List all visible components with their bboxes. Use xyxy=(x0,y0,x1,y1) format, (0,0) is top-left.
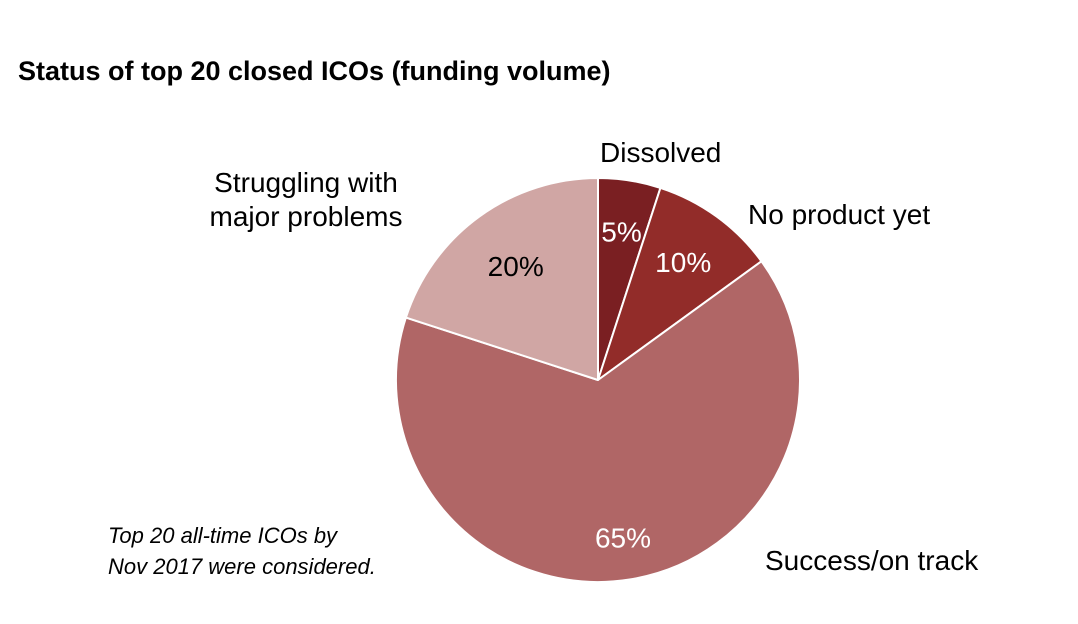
category-label-struggling: Struggling with major problems xyxy=(186,166,426,234)
pie-slice-no-product-yet xyxy=(597,186,763,381)
category-label-struggling-line-1: Struggling with xyxy=(214,167,398,198)
value-label-dissolved: 5% xyxy=(601,216,641,247)
category-label-dissolved: Dissolved xyxy=(600,137,722,168)
value-label-no-product-yet: 10% xyxy=(655,247,711,278)
pie-slice-struggling-with-major-problems xyxy=(404,177,599,381)
value-label-success-on-track: 65% xyxy=(595,523,651,554)
footnote-line-2: Nov 2017 were considered. xyxy=(108,554,376,579)
footnote: Top 20 all-time ICOs by Nov 2017 were co… xyxy=(108,520,376,582)
category-label-no-product-yet: No product yet xyxy=(748,199,931,230)
category-label-struggling-line-2: major problems xyxy=(209,201,403,232)
footnote-line-1: Top 20 all-time ICOs by xyxy=(108,523,338,548)
value-label-struggling-with-major-problems: 20% xyxy=(488,251,544,282)
pie-slice-success-on-track xyxy=(395,260,801,583)
category-label-success-on-track: Success/on track xyxy=(765,545,979,576)
chart-title: Status of top 20 closed ICOs (funding vo… xyxy=(18,56,611,86)
